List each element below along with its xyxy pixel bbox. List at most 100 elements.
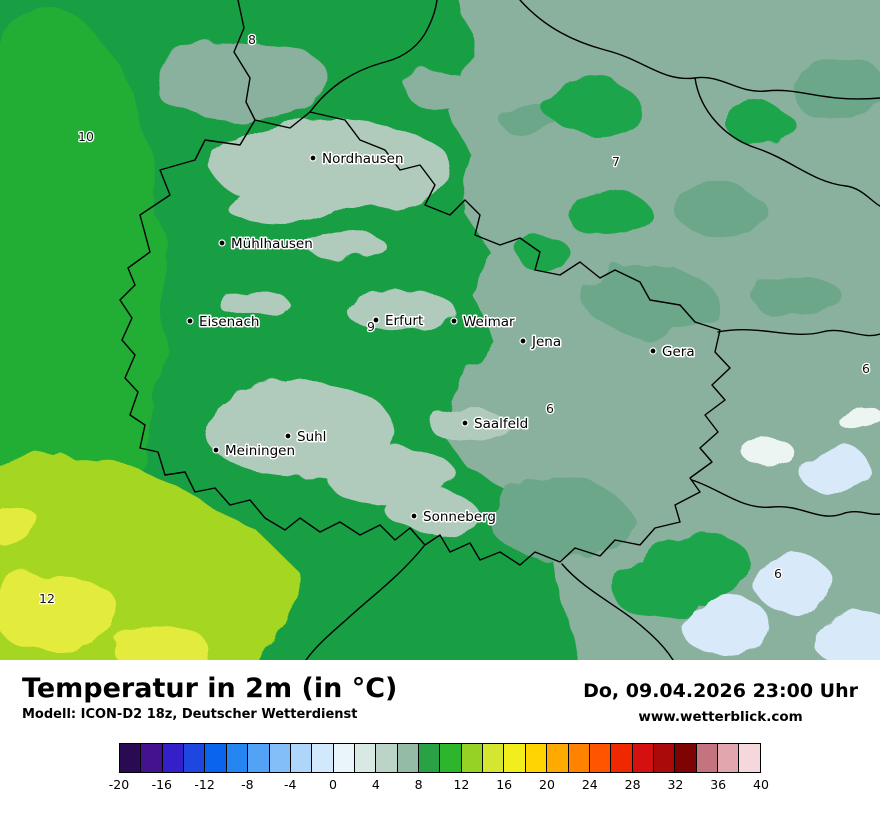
colorbar-cell <box>353 744 376 772</box>
city-label: Meiningen <box>225 443 295 459</box>
city-marker-dot <box>309 154 317 162</box>
temp-value-labels: 8 10 7 9 6 6 6 12 <box>38 31 872 608</box>
colorbar-tick-label: 24 <box>581 777 598 792</box>
model-info: Modell: ICON-D2 18z, Deutscher Wetterdie… <box>22 707 358 723</box>
colorbar-cell <box>460 744 483 772</box>
city-label: Erfurt <box>385 313 423 329</box>
temp-region-sage-dark <box>755 278 845 322</box>
colorbar-cells <box>119 743 761 773</box>
colorbar-cell <box>738 744 760 772</box>
temp-region-green-patch <box>617 569 693 621</box>
city-marker-dot <box>410 512 418 520</box>
colorbar-cell <box>268 744 290 772</box>
website-url: www.wetterblick.com <box>638 709 803 725</box>
colorbar-cell <box>311 744 333 772</box>
city-label: Saalfeld <box>474 416 528 432</box>
colorbar-cell <box>183 744 205 772</box>
colorbar-cell <box>631 744 653 772</box>
colorbar-cell <box>695 744 718 772</box>
colorbar-cell <box>439 744 461 772</box>
state-border <box>694 77 880 207</box>
colorbar-cell <box>375 744 397 772</box>
city-marker-dot <box>461 419 469 427</box>
colorbar-tick-label: 20 <box>539 777 555 792</box>
colorbar-cell <box>652 744 675 772</box>
city-label: Gera <box>662 344 695 360</box>
temp-value-label: 6 <box>774 566 782 581</box>
state-border <box>561 563 674 660</box>
colorbar-tick-label: -12 <box>194 777 215 792</box>
state-border <box>691 479 880 517</box>
temp-region-pale <box>430 407 510 443</box>
city-marker-dot <box>519 337 527 345</box>
temp-region-pale-ice <box>838 408 880 432</box>
state-border <box>717 329 880 337</box>
state-border <box>233 0 256 121</box>
temp-value-label: 6 <box>546 401 554 416</box>
temp-region-yellow <box>0 512 46 548</box>
city-label: Nordhausen <box>322 151 404 167</box>
temp-region-pale <box>385 490 475 530</box>
colorbar-cell <box>588 744 611 772</box>
temp-region-sage-patch <box>150 40 330 120</box>
map-title: Temperatur in 2m (in °C) <box>22 673 398 704</box>
temperature-colorbar: -20 -16 -12 -8 -4 0 4 8 12 16 20 24 28 32 36 40 <box>109 743 769 795</box>
city-label: Jena <box>531 334 561 350</box>
city-label: Weimar <box>463 314 515 330</box>
colorbar-cell <box>524 744 547 772</box>
temp-region-pale-ice <box>742 438 794 466</box>
temp-value-label: 9 <box>367 319 375 334</box>
temp-value-label: 7 <box>612 154 620 169</box>
temp-region-pale <box>310 236 390 264</box>
colorbar-tick-label: 12 <box>453 777 470 792</box>
temp-value-label: 6 <box>862 361 870 376</box>
temp-region-green-patch <box>726 105 794 145</box>
colorbar-tick-label: 32 <box>667 777 684 792</box>
colorbar-cell <box>482 744 504 772</box>
city-markers: Nordhausen Mühlhausen Eisenach Erfurt We… <box>186 150 696 527</box>
temp-region-pale <box>325 445 455 505</box>
temp-region-sage-dark <box>490 480 630 560</box>
city-marker-dot <box>649 347 657 355</box>
city-marker-dot <box>450 317 458 325</box>
temp-value-label: 8 <box>248 32 256 47</box>
colorbar-cell <box>396 744 419 772</box>
footer-header: Temperatur in 2m (in °C) Modell: ICON-D2… <box>22 673 858 725</box>
colorbar-cell <box>140 744 162 772</box>
city-marker-dot <box>284 432 292 440</box>
temp-region-yellow <box>0 570 117 654</box>
colorbar-cell <box>120 744 141 772</box>
colorbar-cell <box>610 744 632 772</box>
colorbar-cell <box>204 744 226 772</box>
colorbar-cell <box>674 744 696 772</box>
colorbar-cell <box>546 744 568 772</box>
colorbar-tick-label: 28 <box>624 777 641 792</box>
map-datetime: Do, 09.04.2026 23:00 Uhr <box>583 680 858 702</box>
temperature-map-canvas: Nordhausen Mühlhausen Eisenach Erfurt We… <box>0 0 880 660</box>
colorbar-tick-label: -8 <box>241 777 254 792</box>
footer-right: Do, 09.04.2026 23:00 Uhr www.wetterblick… <box>583 673 858 725</box>
temp-region-ice <box>813 612 880 660</box>
colorbar-cell <box>717 744 739 772</box>
colorbar-cell <box>418 744 440 772</box>
weather-map: Nordhausen Mühlhausen Eisenach Erfurt We… <box>0 0 880 660</box>
colorbar-cell <box>247 744 269 772</box>
temp-region-ice <box>755 557 835 613</box>
city-label: Mühlhausen <box>231 236 313 252</box>
colorbar-cell <box>289 744 312 772</box>
state-border <box>305 545 425 660</box>
temp-region-green-patch <box>542 79 638 131</box>
colorbar-tick-label: 0 <box>329 777 337 792</box>
colorbar-tick-label: 4 <box>371 777 380 792</box>
city-marker-dot <box>218 239 226 247</box>
footer: Temperatur in 2m (in °C) Modell: ICON-D2… <box>0 660 880 830</box>
temp-region-sage-patch <box>405 72 475 108</box>
colorbar-tick-label: -4 <box>283 777 297 792</box>
colorbar-tick-label: -20 <box>108 777 130 792</box>
city-marker-dot <box>372 316 380 324</box>
city-marker-dot <box>212 446 220 454</box>
colorbar-cell <box>567 744 589 772</box>
city-marker-dot <box>186 317 194 325</box>
city-label: Suhl <box>297 429 326 445</box>
colorbar-tick-label: 36 <box>710 777 727 792</box>
